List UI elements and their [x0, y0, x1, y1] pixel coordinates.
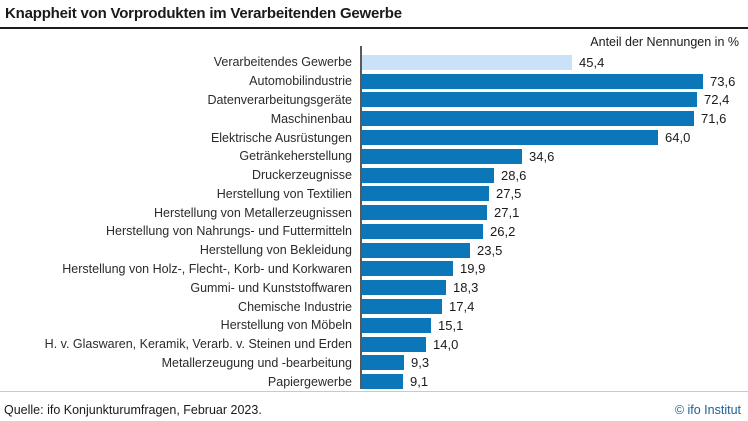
bar — [361, 148, 522, 164]
bar-row: Verarbeitendes Gewerbe 45,4 — [0, 53, 748, 72]
category-label: Elektrische Ausrüstungen — [210, 130, 352, 145]
bar — [361, 205, 487, 221]
bar-plot-area: 14,0 — [361, 335, 748, 354]
bar-plot-area: 45,4 — [361, 53, 748, 72]
bar — [361, 336, 426, 352]
bar — [361, 186, 489, 202]
bar-row: Chemische Industrie 17,4 — [0, 297, 748, 316]
bar-plot-area: 9,3 — [361, 354, 748, 373]
bar-row: Herstellung von Metallerzeugnissen 27,1 — [0, 203, 748, 222]
value-label: 14,0 — [433, 336, 459, 352]
bar — [361, 317, 431, 333]
bar-row: Druckerzeugnisse 28,6 — [0, 166, 748, 185]
bar — [361, 111, 694, 127]
bar-plot-area: 23,5 — [361, 241, 748, 260]
category-label: Getränkeherstellung — [239, 149, 352, 164]
bar-row: Herstellung von Holz-, Flecht-, Korb- un… — [0, 260, 748, 279]
bar-plot-area: 71,6 — [361, 109, 748, 128]
bar-plot-area: 15,1 — [361, 316, 748, 335]
y-axis-line — [360, 46, 362, 389]
page-title: Knappheit von Vorprodukten im Verarbeite… — [5, 5, 402, 22]
category-label: Maschinenbau — [270, 111, 352, 126]
bar — [361, 242, 470, 258]
bar — [361, 299, 442, 315]
category-label: Gummi- und Kunststoffwaren — [190, 280, 352, 295]
axis-unit-label: Anteil der Nennungen in % — [590, 35, 739, 49]
bar-plot-area: 72,4 — [361, 91, 748, 110]
copyright-note: © ifo Institut — [674, 403, 741, 417]
category-label: Chemische Industrie — [238, 299, 352, 314]
bar — [361, 355, 404, 371]
value-label: 45,4 — [579, 54, 605, 70]
category-label: Herstellung von Möbeln — [220, 318, 352, 333]
value-label: 64,0 — [665, 130, 691, 146]
value-label: 26,2 — [490, 223, 516, 239]
value-label: 27,1 — [494, 205, 520, 221]
bar-plot-area: 18,3 — [361, 278, 748, 297]
bar-row: Metallerzeugung und -bearbeitung 9,3 — [0, 354, 748, 373]
value-label: 72,4 — [704, 92, 730, 108]
value-label: 28,6 — [501, 167, 527, 183]
bar-plot-area: 9,1 — [361, 372, 748, 391]
bar-plot-area: 27,1 — [361, 203, 748, 222]
value-label: 19,9 — [460, 261, 486, 277]
bar-row: Gummi- und Kunststoffwaren 18,3 — [0, 278, 748, 297]
source-note: Quelle: ifo Konjunkturumfragen, Februar … — [4, 403, 262, 417]
category-label: Herstellung von Metallerzeugnissen — [153, 205, 352, 220]
value-label: 17,4 — [449, 299, 475, 315]
bar-row: Elektrische Ausrüstungen 64,0 — [0, 128, 748, 147]
value-label: 9,1 — [410, 374, 429, 390]
bar-plot-area: 17,4 — [361, 297, 748, 316]
bar-plot-area: 73,6 — [361, 72, 748, 91]
bar-row: Herstellung von Nahrungs- und Futtermitt… — [0, 222, 748, 241]
value-label: 34,6 — [529, 148, 555, 164]
bar-plot-area: 28,6 — [361, 166, 748, 185]
category-label: Herstellung von Textilien — [216, 186, 352, 201]
bar-row: Automobilindustrie 73,6 — [0, 72, 748, 91]
value-label: 71,6 — [701, 111, 727, 127]
bar-row: Herstellung von Bekleidung 23,5 — [0, 241, 748, 260]
bar-plot-area: 27,5 — [361, 184, 748, 203]
bar-row: Maschinenbau 71,6 — [0, 109, 748, 128]
bar — [361, 92, 697, 108]
category-label: Datenverarbeitungsgeräte — [207, 92, 352, 107]
value-label: 18,3 — [453, 280, 479, 296]
category-label: Druckerzeugnisse — [251, 168, 352, 183]
bar — [361, 130, 658, 146]
category-label: Herstellung von Nahrungs- und Futtermitt… — [106, 224, 352, 239]
bar — [361, 223, 483, 239]
bar — [361, 280, 446, 296]
bar-row: Herstellung von Möbeln 15,1 — [0, 316, 748, 335]
bar-chart: Verarbeitendes Gewerbe 45,4 Automobilindus… — [0, 46, 748, 391]
bar-row: Datenverarbeitungsgeräte 72,4 — [0, 91, 748, 110]
bar-row: Herstellung von Textilien 27,5 — [0, 184, 748, 203]
bar-row: Papiergewerbe 9,1 — [0, 372, 748, 391]
value-label: 9,3 — [411, 355, 430, 371]
category-label: Herstellung von Bekleidung — [199, 243, 352, 258]
title-bar: Knappheit von Vorprodukten im Verarbeite… — [0, 0, 748, 29]
bar — [361, 374, 403, 390]
category-label: H. v. Glaswaren, Keramik, Verarb. v. Ste… — [44, 337, 352, 352]
category-label: Metallerzeugung und -bearbeitung — [161, 355, 352, 370]
bar — [361, 261, 453, 277]
category-label: Verarbeitendes Gewerbe — [213, 55, 352, 70]
footer: Quelle: ifo Konjunkturumfragen, Februar … — [0, 391, 748, 421]
category-label: Automobilindustrie — [249, 74, 352, 89]
bar — [361, 167, 494, 183]
value-label: 23,5 — [477, 242, 503, 258]
bar-plot-area: 26,2 — [361, 222, 748, 241]
bar-row: H. v. Glaswaren, Keramik, Verarb. v. Ste… — [0, 335, 748, 354]
value-label: 27,5 — [496, 186, 522, 202]
bar-plot-area: 19,9 — [361, 260, 748, 279]
category-label: Herstellung von Holz-, Flecht-, Korb- un… — [62, 261, 352, 276]
value-label: 15,1 — [438, 317, 464, 333]
bar — [361, 73, 703, 89]
bar-row: Getränkeherstellung 34,6 — [0, 147, 748, 166]
bar-plot-area: 64,0 — [361, 128, 748, 147]
category-label: Papiergewerbe — [267, 374, 352, 389]
value-label: 73,6 — [710, 73, 736, 89]
bar-plot-area: 34,6 — [361, 147, 748, 166]
bar — [361, 54, 572, 70]
